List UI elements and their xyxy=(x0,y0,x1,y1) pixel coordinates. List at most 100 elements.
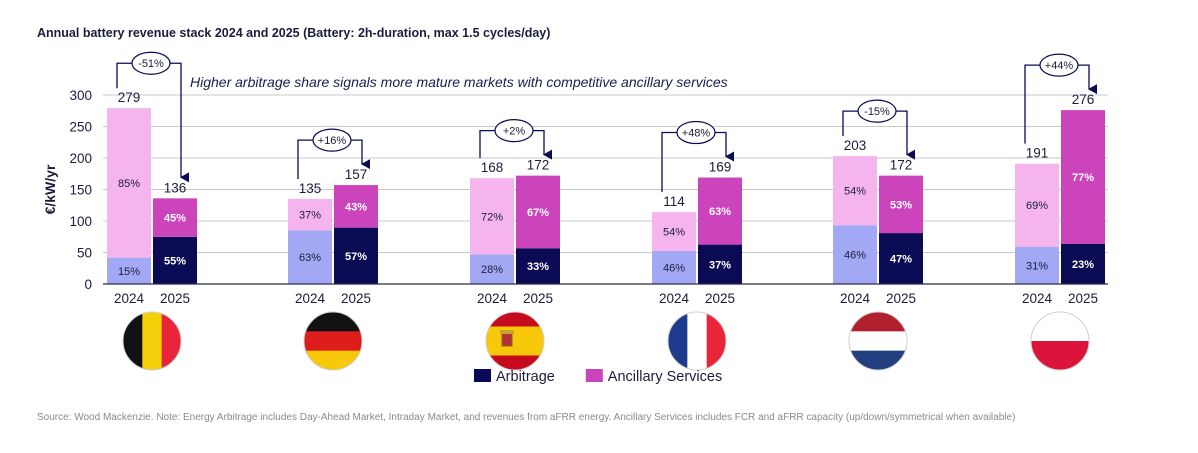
arbitrage-pct-label: 63% xyxy=(299,252,321,264)
legend-swatch xyxy=(585,369,603,382)
ancillary-bar-2025 xyxy=(334,185,378,228)
x-tick-label: 2024 xyxy=(114,291,145,306)
change-callout: -15% xyxy=(842,99,915,160)
y-axis-ticks: 0 50 100 150 200 250 300 xyxy=(69,88,92,292)
ancillary-bar-2024 xyxy=(652,212,696,251)
ancillary-pct-label: 54% xyxy=(663,227,685,239)
ancillary-pct-label: 43% xyxy=(345,201,367,213)
legend-label: Ancillary Services xyxy=(608,369,722,385)
total-label: 168 xyxy=(481,160,504,175)
france-bar-group: 46% 54% 114 2024 37% 63% 169 2025 xyxy=(652,160,742,306)
y-tick-label: 100 xyxy=(69,214,92,229)
y-tick-label: 150 xyxy=(69,183,92,198)
arbitrage-pct-label: 55% xyxy=(164,255,186,267)
ancillary-bar-2024 xyxy=(107,108,151,258)
change-callout: +16% xyxy=(297,128,370,179)
x-tick-label: 2025 xyxy=(1068,291,1098,306)
y-tick-label: 0 xyxy=(84,277,92,292)
ancillary-bar-2024 xyxy=(1015,163,1059,247)
arbitrage-bar-2025 xyxy=(153,236,197,284)
belgium-bar-group: 15% 85% 279 2024 55% 45% 136 2025 xyxy=(107,90,197,306)
change-badge xyxy=(494,119,534,143)
y-tick-label: 300 xyxy=(69,88,92,103)
y-axis-label: €/kW/yr xyxy=(42,164,58,214)
ancillary-bar-2024 xyxy=(470,178,514,255)
y-tick-label: 250 xyxy=(69,120,92,135)
legend-entry: Ancillary Services xyxy=(585,369,722,385)
total-label: 157 xyxy=(345,167,368,182)
arbitrage-pct-label: 47% xyxy=(890,254,912,266)
arbitrage-pct-label: 23% xyxy=(1072,259,1094,271)
ancillary-pct-label: 85% xyxy=(118,178,140,190)
arbitrage-pct-label: 37% xyxy=(709,259,731,271)
total-label: 136 xyxy=(164,180,187,195)
ancillary-pct-label: 37% xyxy=(299,210,321,222)
arbitrage-pct-label: 57% xyxy=(345,251,367,263)
ancillary-bar-2025 xyxy=(698,177,742,245)
ancillary-pct-label: 72% xyxy=(481,211,503,223)
total-label: 114 xyxy=(663,194,685,209)
spain-bar-group: 28% 72% 168 2024 33% 67% 172 2025 xyxy=(470,158,560,306)
arbitrage-bar-2025 xyxy=(1061,244,1105,284)
change-badge xyxy=(676,120,716,145)
country-flags xyxy=(122,311,1090,371)
total-label: 276 xyxy=(1072,92,1095,107)
arbitrage-bar-2025 xyxy=(879,233,923,284)
total-label: 172 xyxy=(527,158,550,173)
y-tick-label: 200 xyxy=(69,151,92,166)
ancillary-bar-2024 xyxy=(288,198,332,231)
ancillary-pct-label: 45% xyxy=(164,213,186,225)
x-tick-label: 2024 xyxy=(659,291,690,306)
x-tick-label: 2024 xyxy=(477,291,508,306)
change-badge xyxy=(131,51,171,75)
total-label: 203 xyxy=(844,138,867,153)
change-callout: +48% xyxy=(661,120,734,193)
legend: Arbitrage Ancillary Services xyxy=(474,369,722,385)
x-tick-label: 2024 xyxy=(295,291,326,306)
change-callout: +2% xyxy=(479,119,552,160)
poland-bar-group: 31% 69% 191 2024 23% 77% 276 2025 xyxy=(1015,92,1105,306)
change-label: +48% xyxy=(682,128,711,140)
arbitrage-pct-label: 46% xyxy=(663,262,685,274)
chart-annotation: Higher arbitrage share signals more matu… xyxy=(190,74,728,90)
legend-entry: Arbitrage xyxy=(474,369,555,385)
ancillary-bar-2025 xyxy=(516,175,560,249)
gridlines xyxy=(103,94,1108,253)
arbitrage-pct-label: 46% xyxy=(844,250,866,262)
change-badge xyxy=(857,99,897,123)
legend-label: Arbitrage xyxy=(496,369,555,385)
arbitrage-pct-label: 31% xyxy=(1026,260,1048,272)
belgium-flag xyxy=(122,311,182,371)
arbitrage-bar-2024 xyxy=(833,225,877,284)
arbitrage-bar-2024 xyxy=(1015,246,1059,284)
netherlands-flag xyxy=(848,311,908,371)
arbitrage-bar-2024 xyxy=(288,230,332,284)
change-callouts: -51% +16% +2% +48% -15% +44% xyxy=(116,51,1097,193)
total-label: 135 xyxy=(299,181,322,196)
ancillary-pct-label: 53% xyxy=(890,199,912,211)
total-label: 191 xyxy=(1026,146,1049,161)
bars: 15% 85% 279 2024 55% 45% 136 2025 63% 37% 135 2024 5… xyxy=(107,90,1105,306)
legend-swatch xyxy=(474,369,491,382)
ancillary-bar-2025 xyxy=(879,175,923,234)
ancillary-pct-label: 63% xyxy=(709,206,731,218)
ancillary-bar-2025 xyxy=(153,198,197,237)
change-label: +16% xyxy=(318,135,347,147)
y-tick-label: 50 xyxy=(77,246,92,261)
arbitrage-bar-2024 xyxy=(470,254,514,284)
change-badge xyxy=(1039,53,1079,77)
change-label: -51% xyxy=(138,58,164,70)
ancillary-pct-label: 54% xyxy=(844,186,866,198)
germany-flag xyxy=(303,311,363,371)
arbitrage-bar-2024 xyxy=(652,250,696,284)
x-tick-label: 2025 xyxy=(341,291,371,306)
change-callout: -51% xyxy=(116,51,189,183)
arbitrage-pct-label: 15% xyxy=(118,266,140,278)
ancillary-pct-label: 67% xyxy=(527,207,549,219)
poland-flag xyxy=(1030,311,1090,371)
change-callout: +44% xyxy=(1024,53,1097,144)
x-tick-label: 2024 xyxy=(840,291,871,306)
x-tick-label: 2025 xyxy=(160,291,190,306)
total-label: 279 xyxy=(118,90,141,105)
